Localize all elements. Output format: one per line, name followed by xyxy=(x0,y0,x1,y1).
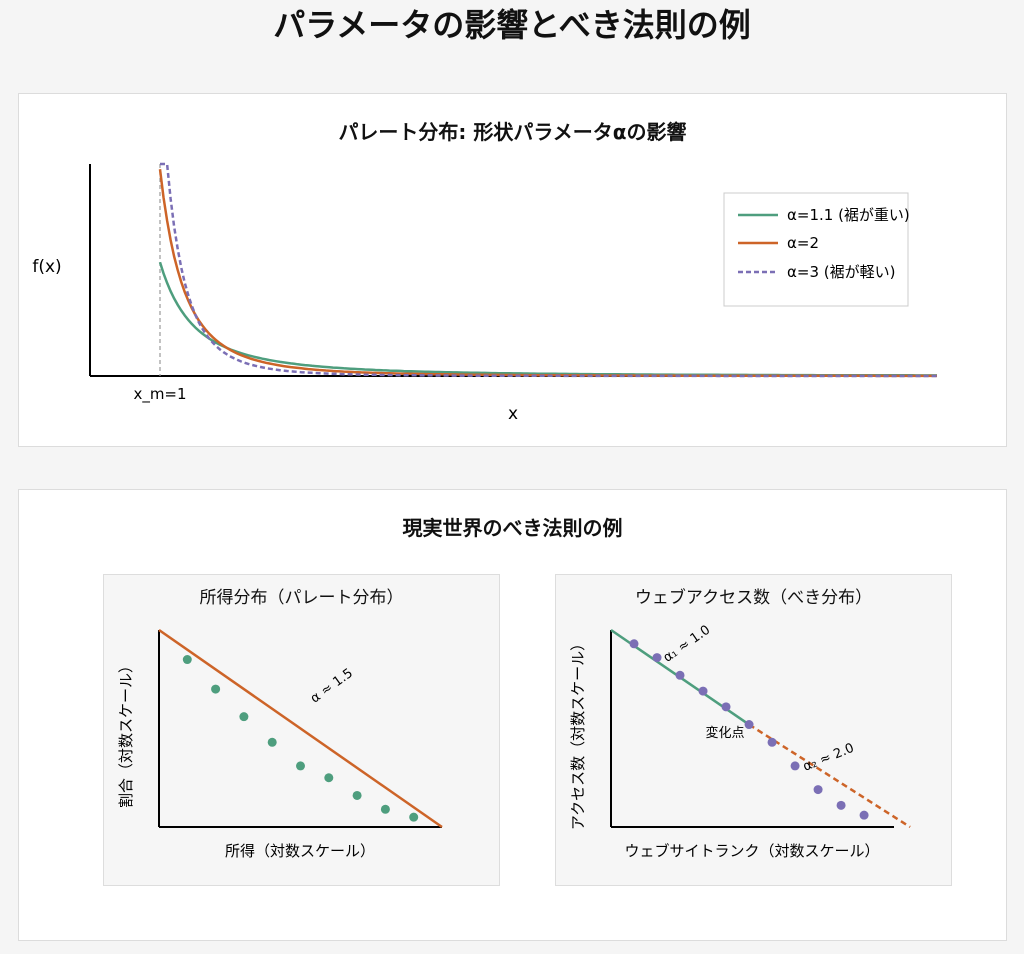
real-world-panel: 現実世界のべき法則の例 所得分布（パレート分布） 所得（対数スケール） 割合（対… xyxy=(18,489,1007,941)
web-subchart: ウェブアクセス数（べき分布） ウェブサイトランク（対数スケール） アクセス数（対… xyxy=(555,574,952,886)
legend-entry-0: α=1.1 (裾が重い) xyxy=(787,206,910,224)
income-subchart-title: 所得分布（パレート分布） xyxy=(199,588,404,608)
web-change-point-label: 変化点 xyxy=(705,725,744,741)
real-world-panel-title: 現実世界のべき法則の例 xyxy=(402,516,623,540)
web-subchart-title: ウェブアクセス数（べき分布） xyxy=(634,588,873,608)
web-segment-2-label: α₂ ≈ 2.0 xyxy=(801,741,856,775)
web-x-label: ウェブサイトランク（対数スケール） xyxy=(624,842,879,860)
y-axis-label: f(x) xyxy=(32,257,61,277)
income-point-3 xyxy=(267,737,277,747)
pareto-panel-title: パレート分布: 形状パラメータαの影響 xyxy=(338,120,687,144)
web-segment-1-label: α₁ ≈ 1.0 xyxy=(661,623,714,666)
income-chart: 所得（対数スケール） 割合（対数スケール） α ≈ 1.5 xyxy=(117,628,443,860)
web-point-6 xyxy=(767,737,777,747)
income-point-8 xyxy=(409,812,419,822)
legend: α=1.1 (裾が重い) α=2 α=3 (裾が軽い) xyxy=(723,192,910,307)
web-point-10 xyxy=(859,810,869,820)
web-point-2 xyxy=(675,670,685,680)
income-point-0 xyxy=(182,655,192,665)
xm-label: x_m=1 xyxy=(133,385,186,404)
web-point-5 xyxy=(744,720,754,730)
legend-entry-1: α=2 xyxy=(787,234,819,252)
income-point-7 xyxy=(380,804,390,814)
pareto-chart: x_m=1 x f(x) α=1.1 (裾が重い) α=2 α=3 (裾が軽い) xyxy=(32,162,937,424)
income-point-4 xyxy=(296,761,305,771)
legend-entry-2: α=3 (裾が軽い) xyxy=(787,263,895,281)
web-point-1 xyxy=(652,653,662,663)
web-chart: ウェブサイトランク（対数スケール） アクセス数（対数スケール） α₁ ≈ 1.0… xyxy=(569,623,911,860)
income-point-5 xyxy=(324,773,334,783)
income-point-6 xyxy=(352,790,362,800)
web-point-8 xyxy=(813,785,823,795)
web-point-0 xyxy=(629,639,639,649)
income-point-2 xyxy=(239,712,249,722)
web-point-3 xyxy=(698,686,708,696)
income-y-label: 割合（対数スケール） xyxy=(117,658,135,808)
web-point-9 xyxy=(836,800,846,810)
page-title: パラメータの影響とべき法則の例 xyxy=(273,6,751,44)
income-subchart: 所得分布（パレート分布） 所得（対数スケール） 割合（対数スケール） α ≈ 1… xyxy=(103,574,500,886)
web-point-7 xyxy=(790,761,800,771)
web-point-4 xyxy=(721,702,731,712)
series-line-alpha-3 xyxy=(160,162,937,378)
income-fit-line xyxy=(158,628,443,829)
income-fit-label: α ≈ 1.5 xyxy=(308,666,356,707)
pareto-panel: パレート分布: 形状パラメータαの影響 x_m=1 x f(x) α=1.1 (… xyxy=(18,93,1007,447)
income-x-label: 所得（対数スケール） xyxy=(225,842,375,860)
income-point-1 xyxy=(211,684,221,694)
legend-box xyxy=(723,192,909,307)
web-y-label: アクセス数（対数スケール） xyxy=(569,636,587,830)
x-axis-label: x xyxy=(508,404,518,424)
